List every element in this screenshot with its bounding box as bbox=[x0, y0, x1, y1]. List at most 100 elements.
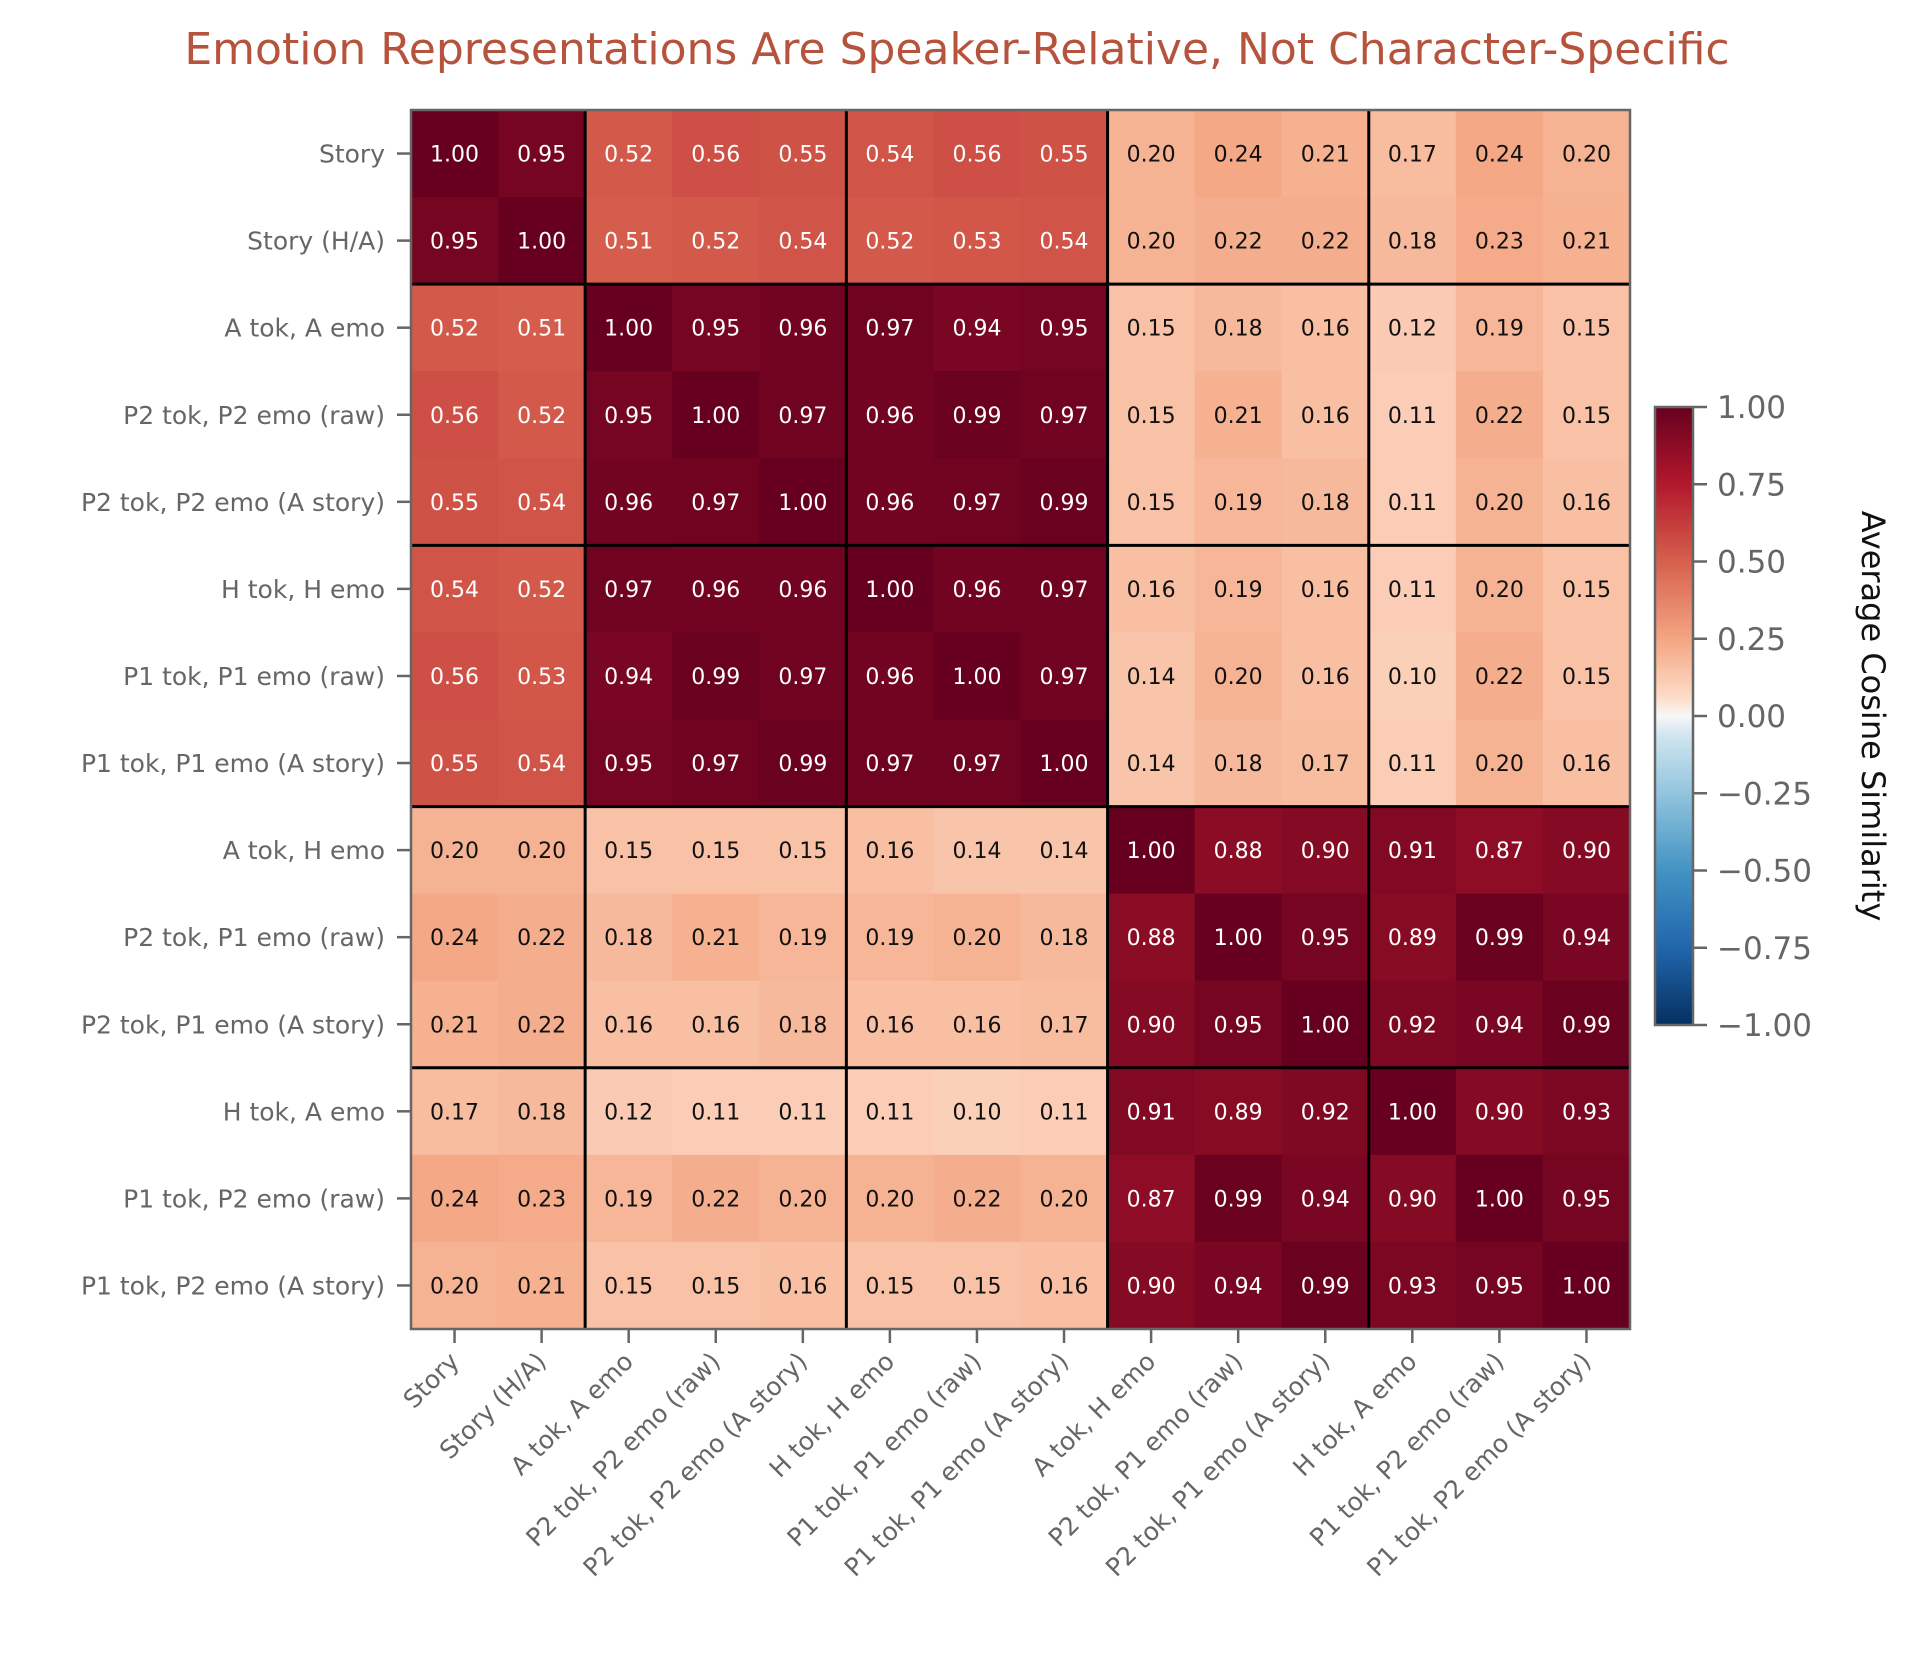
cell-value-label: 0.97 bbox=[865, 317, 914, 342]
heatmap-cell bbox=[1194, 284, 1283, 372]
heatmap-cell bbox=[1194, 806, 1283, 895]
cell-value-label: 0.20 bbox=[778, 1187, 827, 1212]
heatmap-cell bbox=[498, 980, 586, 1069]
heatmap-cell bbox=[1455, 284, 1544, 372]
cell-value-label: 0.22 bbox=[952, 1187, 1001, 1212]
cell-value-label: 0.20 bbox=[517, 839, 566, 864]
colorbar-tick-label: 0.75 bbox=[1717, 467, 1786, 503]
heatmap-cell bbox=[1542, 719, 1631, 808]
heatmap-cell bbox=[498, 806, 586, 895]
heatmap-cell bbox=[1020, 1154, 1109, 1243]
heatmap-cell bbox=[1542, 284, 1631, 372]
heatmap-cell bbox=[1020, 1067, 1109, 1156]
heatmap-cell bbox=[846, 545, 935, 634]
cell-value-label: 0.94 bbox=[1475, 1013, 1524, 1038]
cell-value-label: 0.90 bbox=[1301, 839, 1350, 864]
cell-value-label: 0.21 bbox=[691, 926, 740, 951]
heatmap-cell bbox=[1455, 719, 1544, 808]
heatmap-cell bbox=[1281, 806, 1370, 895]
heatmap-cell bbox=[1368, 1241, 1457, 1330]
cell-value-label: 0.95 bbox=[1214, 1013, 1263, 1038]
cell-value-label: 0.56 bbox=[952, 143, 1001, 168]
heatmap-cell bbox=[672, 371, 760, 459]
heatmap-cell bbox=[1368, 1154, 1457, 1243]
cell-value-label: 0.11 bbox=[1040, 1100, 1089, 1125]
heatmap-cell bbox=[1020, 371, 1109, 459]
heatmap-cell bbox=[1107, 806, 1196, 895]
heatmap-cell bbox=[1368, 1067, 1457, 1156]
cell-value-label: 0.90 bbox=[1475, 1100, 1524, 1125]
cell-value-label: 0.20 bbox=[1214, 665, 1263, 690]
heatmap-cell bbox=[1107, 458, 1196, 546]
heatmap-cell bbox=[498, 719, 586, 808]
heatmap-cell bbox=[1281, 284, 1370, 372]
cell-value-label: 0.18 bbox=[1214, 317, 1263, 342]
heatmap-cell bbox=[498, 371, 586, 459]
cell-value-label: 0.18 bbox=[517, 1100, 566, 1125]
cell-value-label: 0.14 bbox=[1040, 839, 1089, 864]
heatmap-cell bbox=[933, 545, 1022, 634]
cell-value-label: 0.96 bbox=[691, 578, 740, 603]
heatmap-cell bbox=[585, 110, 673, 198]
heatmap-cell bbox=[1542, 371, 1631, 459]
cell-value-label: 0.10 bbox=[1388, 665, 1437, 690]
cell-value-label: 0.24 bbox=[1475, 143, 1524, 168]
cell-value-label: 0.97 bbox=[865, 752, 914, 777]
heatmap-cell bbox=[933, 806, 1022, 895]
heatmap-cell bbox=[759, 1154, 847, 1243]
heatmap-cell bbox=[1107, 110, 1196, 198]
heatmap-cell bbox=[846, 458, 935, 546]
cell-value-label: 0.24 bbox=[430, 926, 479, 951]
heatmap-cell bbox=[933, 893, 1022, 982]
y-tick-label: P1 tok, P2 emo (A story) bbox=[81, 1271, 385, 1300]
cell-value-label: 0.16 bbox=[1127, 578, 1176, 603]
cell-value-label: 0.88 bbox=[1127, 926, 1176, 951]
cell-value-label: 0.97 bbox=[952, 752, 1001, 777]
heatmap-cell bbox=[498, 197, 586, 285]
cell-value-label: 0.24 bbox=[430, 1187, 479, 1212]
cell-value-label: 0.54 bbox=[1040, 230, 1089, 255]
cell-value-label: 0.95 bbox=[430, 230, 479, 255]
chart-title: Emotion Representations Are Speaker-Rela… bbox=[184, 24, 1729, 75]
heatmap-cell bbox=[411, 806, 499, 895]
heatmap-cell bbox=[672, 893, 760, 982]
cell-value-label: 0.16 bbox=[1301, 578, 1350, 603]
cell-value-label: 0.15 bbox=[691, 839, 740, 864]
heatmap-cell bbox=[1281, 197, 1370, 285]
cell-value-label: 0.94 bbox=[1562, 926, 1611, 951]
cell-value-label: 0.96 bbox=[778, 578, 827, 603]
cell-value-label: 0.11 bbox=[1388, 491, 1437, 516]
cell-value-label: 0.14 bbox=[952, 839, 1001, 864]
heatmap-cell bbox=[1455, 806, 1544, 895]
cell-value-label: 0.16 bbox=[865, 839, 914, 864]
heatmap-cell bbox=[672, 806, 760, 895]
heatmap-cell bbox=[1020, 458, 1109, 546]
cell-value-label: 0.52 bbox=[517, 578, 566, 603]
heatmap-cell bbox=[585, 1241, 673, 1330]
heatmap-cell bbox=[1368, 719, 1457, 808]
heatmap-cell bbox=[1542, 110, 1631, 198]
cell-value-label: 0.54 bbox=[778, 230, 827, 255]
heatmap-cell bbox=[1194, 545, 1283, 634]
cell-value-label: 0.96 bbox=[865, 404, 914, 429]
heatmap-cell bbox=[1455, 632, 1544, 721]
cell-value-label: 0.16 bbox=[1562, 752, 1611, 777]
cell-value-label: 0.16 bbox=[952, 1013, 1001, 1038]
heatmap-frame bbox=[409, 108, 1632, 1331]
y-tick-label: A tok, A emo bbox=[224, 314, 385, 343]
heatmap-cell bbox=[1194, 1154, 1283, 1243]
heatmap-cell bbox=[672, 197, 760, 285]
cell-value-label: 0.88 bbox=[1214, 839, 1263, 864]
heatmap-cell bbox=[672, 284, 760, 372]
heatmap-cell bbox=[498, 458, 586, 546]
heatmap-cell bbox=[1368, 284, 1457, 372]
cell-value-label: 0.54 bbox=[517, 491, 566, 516]
cell-value-label: 0.15 bbox=[1562, 404, 1611, 429]
colorbar-tick-label: 0.50 bbox=[1717, 545, 1786, 581]
cell-value-label: 1.00 bbox=[1040, 752, 1089, 777]
y-tick-label: P1 tok, P1 emo (raw) bbox=[123, 662, 385, 691]
y-tick-label: P2 tok, P1 emo (A story) bbox=[81, 1010, 385, 1039]
cell-value-label: 0.16 bbox=[691, 1013, 740, 1038]
cell-value-label: 1.00 bbox=[1388, 1100, 1437, 1125]
colorbar-tick-label: −0.75 bbox=[1717, 931, 1812, 967]
